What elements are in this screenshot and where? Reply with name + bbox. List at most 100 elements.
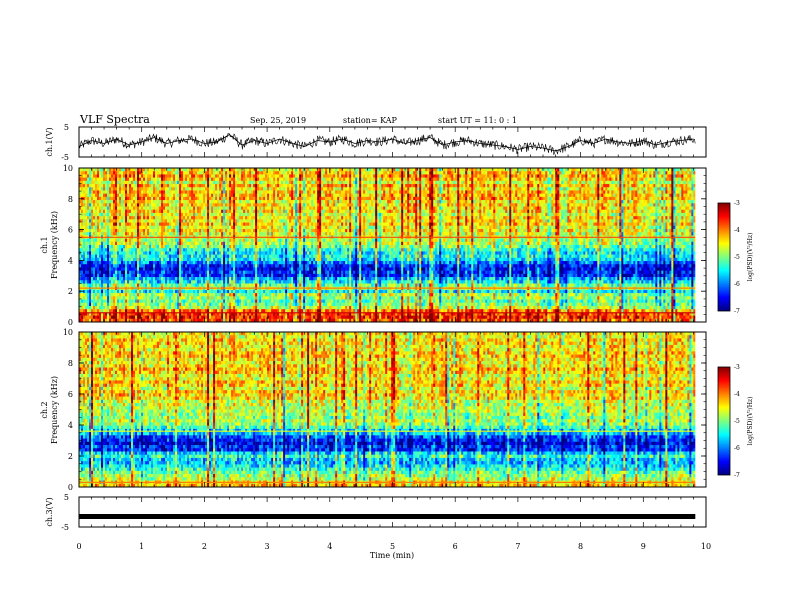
ch1-spec-cell bbox=[167, 196, 170, 201]
ch1-spec-cell bbox=[83, 212, 86, 217]
ch1-spec-cell bbox=[143, 200, 146, 204]
ch1-spec-cell bbox=[335, 180, 338, 185]
ch1-spec-cell bbox=[533, 184, 536, 188]
ch1-spec-cell bbox=[139, 187, 142, 191]
ch1-spec-cell bbox=[539, 200, 542, 204]
ch1-spec-cell bbox=[331, 206, 334, 211]
ch1-spec-cell bbox=[349, 174, 352, 178]
ch1-spec-cell bbox=[473, 174, 476, 178]
ch1-spec-cell bbox=[505, 193, 508, 198]
ch1-spec-cell bbox=[413, 200, 416, 204]
ch1-spec-cell bbox=[213, 212, 216, 217]
ch1-spec-cell bbox=[375, 209, 378, 214]
ch1-spec-cell bbox=[155, 171, 158, 175]
ch1-spec-cell bbox=[417, 184, 420, 188]
ch1-spec-cell bbox=[243, 209, 246, 214]
ch1-spec-cell bbox=[289, 203, 292, 207]
ch1-spec-cell bbox=[151, 174, 154, 178]
ch1-spec-cell bbox=[475, 171, 478, 175]
ch1-spec-cell bbox=[613, 171, 616, 175]
ch1-spec-cell bbox=[97, 209, 100, 214]
ch1-spec-cell bbox=[537, 206, 540, 211]
ch1-spec-cell bbox=[381, 177, 384, 182]
ch1-spec-cell bbox=[253, 206, 256, 211]
ch1-spec-cell bbox=[497, 184, 500, 188]
ch1-spec-cell bbox=[687, 200, 690, 204]
ch1-spec-cell bbox=[421, 200, 424, 204]
ch1-spec-cell bbox=[193, 174, 196, 178]
ch1-spec-cell bbox=[569, 196, 572, 201]
ch1-spec-cell bbox=[665, 196, 668, 201]
ch1-spec-cell bbox=[469, 209, 472, 214]
ch1-spec-cell bbox=[239, 196, 242, 201]
ch1-spec-cell bbox=[541, 203, 544, 207]
ch1-spec-cell bbox=[141, 193, 144, 198]
ch1-spec-cell bbox=[255, 177, 258, 182]
ch1-spec-cell bbox=[127, 196, 130, 201]
ch1-spec-cell bbox=[623, 203, 626, 207]
ch1-spec-cell bbox=[455, 177, 458, 182]
ch1-spec-cell bbox=[273, 177, 276, 182]
ch1-spec-cell bbox=[173, 187, 176, 191]
ch1-spec-cell bbox=[199, 209, 202, 214]
ch1-spec-cell bbox=[631, 200, 634, 204]
ch1-spec-cell bbox=[293, 212, 296, 217]
ch1-spec-cell bbox=[269, 206, 272, 211]
ch1-spec-cell bbox=[631, 212, 634, 217]
ch1-spec-cell bbox=[403, 171, 406, 175]
ch1-spec-cell bbox=[637, 184, 640, 188]
ch1-spec-cell bbox=[219, 187, 222, 191]
ch1-spec-cell bbox=[101, 184, 104, 188]
ch1-spec-cell bbox=[99, 184, 102, 188]
ch1-spec-cell bbox=[457, 212, 460, 217]
ch1-spec-cell bbox=[679, 209, 682, 214]
ch1-spec-cell bbox=[207, 193, 210, 198]
ch1-spec-cell bbox=[303, 180, 306, 185]
ch1-spec-cell bbox=[221, 190, 224, 194]
ch1-spec-cell bbox=[95, 190, 98, 194]
ch1-spec-cell bbox=[557, 206, 560, 211]
ch1-spec-cell bbox=[515, 203, 518, 207]
ch1-spec-cell bbox=[283, 216, 286, 220]
ch1-spec-cell bbox=[507, 177, 510, 182]
ch1-spec-cell bbox=[359, 171, 362, 175]
ch1-spec-cell bbox=[333, 209, 336, 214]
ch1-spec-cell bbox=[425, 216, 428, 220]
ch1-spec-cell bbox=[347, 180, 350, 185]
ch1-spec-cell bbox=[411, 193, 414, 198]
ch1-spec-cell bbox=[505, 168, 508, 172]
ch1-spec-cell bbox=[359, 187, 362, 191]
ch1-spec-cell bbox=[263, 200, 266, 204]
ch1-spec-cell bbox=[197, 190, 200, 194]
ch1-spec-cell bbox=[691, 174, 694, 178]
ch1-spec-cell bbox=[217, 206, 220, 211]
ch1-spec-cell bbox=[233, 177, 236, 182]
ch1-spec-cell bbox=[667, 190, 670, 194]
ch1-spec-cell bbox=[387, 171, 390, 175]
ch1-spec-cell bbox=[607, 203, 610, 207]
ch1-spec-cell bbox=[661, 193, 664, 198]
ch1-spec-cell bbox=[269, 180, 272, 185]
ch1-spec-cell bbox=[553, 216, 556, 220]
ch1-spec-cell bbox=[589, 196, 592, 201]
ch1-spec-cell bbox=[351, 200, 354, 204]
ch1-spec-cell bbox=[299, 193, 302, 198]
ch1-spec-cell bbox=[663, 168, 666, 172]
ch1-spec-cell bbox=[575, 209, 578, 214]
ch1-spec-cell bbox=[135, 209, 138, 214]
ch1-spec-cell bbox=[405, 171, 408, 175]
ch1-spec-cell bbox=[409, 168, 412, 172]
ch1-spec-cell bbox=[571, 209, 574, 214]
ch1-spec-cell bbox=[587, 174, 590, 178]
ch1-spec-cell bbox=[481, 174, 484, 178]
ch1-spec-cell bbox=[341, 200, 344, 204]
ch1-spec-cell bbox=[491, 180, 494, 185]
ch1-spec-cell bbox=[259, 209, 262, 214]
ch1-spec-cell bbox=[673, 177, 676, 182]
ch1-spec-cell bbox=[693, 177, 696, 182]
ch1-spec-cell bbox=[311, 203, 314, 207]
ch1-spec-cell bbox=[327, 190, 330, 194]
ch1-spec-cell bbox=[119, 168, 122, 172]
ch1-spec-cell bbox=[567, 212, 570, 217]
ch1-spec-cell bbox=[467, 212, 470, 217]
